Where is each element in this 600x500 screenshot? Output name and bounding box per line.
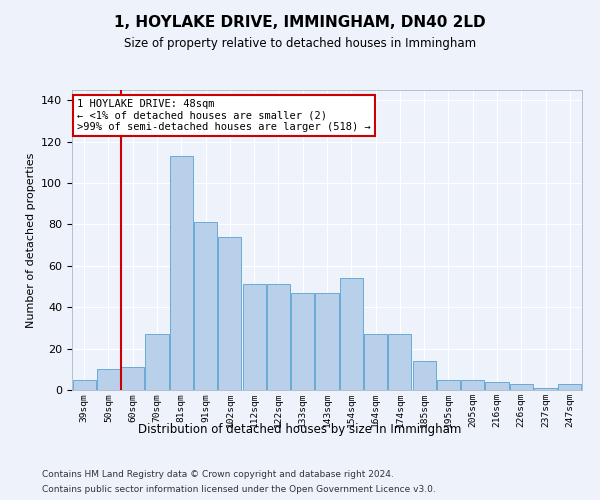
Bar: [170, 156, 193, 390]
Bar: [437, 380, 460, 390]
Bar: [485, 382, 509, 390]
Bar: [534, 388, 557, 390]
Text: Contains public sector information licensed under the Open Government Licence v3: Contains public sector information licen…: [42, 485, 436, 494]
Bar: [388, 334, 412, 390]
Text: 1 HOYLAKE DRIVE: 48sqm
← <1% of detached houses are smaller (2)
>99% of semi-det: 1 HOYLAKE DRIVE: 48sqm ← <1% of detached…: [77, 99, 371, 132]
Y-axis label: Number of detached properties: Number of detached properties: [26, 152, 35, 328]
Bar: [267, 284, 290, 390]
Bar: [510, 384, 533, 390]
Bar: [364, 334, 387, 390]
Bar: [218, 237, 241, 390]
Bar: [145, 334, 169, 390]
Text: Size of property relative to detached houses in Immingham: Size of property relative to detached ho…: [124, 38, 476, 51]
Bar: [461, 380, 484, 390]
Text: Distribution of detached houses by size in Immingham: Distribution of detached houses by size …: [139, 422, 461, 436]
Bar: [340, 278, 363, 390]
Text: Contains HM Land Registry data © Crown copyright and database right 2024.: Contains HM Land Registry data © Crown c…: [42, 470, 394, 479]
Bar: [413, 361, 436, 390]
Bar: [121, 367, 144, 390]
Bar: [242, 284, 266, 390]
Bar: [316, 293, 338, 390]
Bar: [73, 380, 95, 390]
Text: 1, HOYLAKE DRIVE, IMMINGHAM, DN40 2LD: 1, HOYLAKE DRIVE, IMMINGHAM, DN40 2LD: [114, 15, 486, 30]
Bar: [559, 384, 581, 390]
Bar: [97, 370, 120, 390]
Bar: [194, 222, 217, 390]
Bar: [291, 293, 314, 390]
